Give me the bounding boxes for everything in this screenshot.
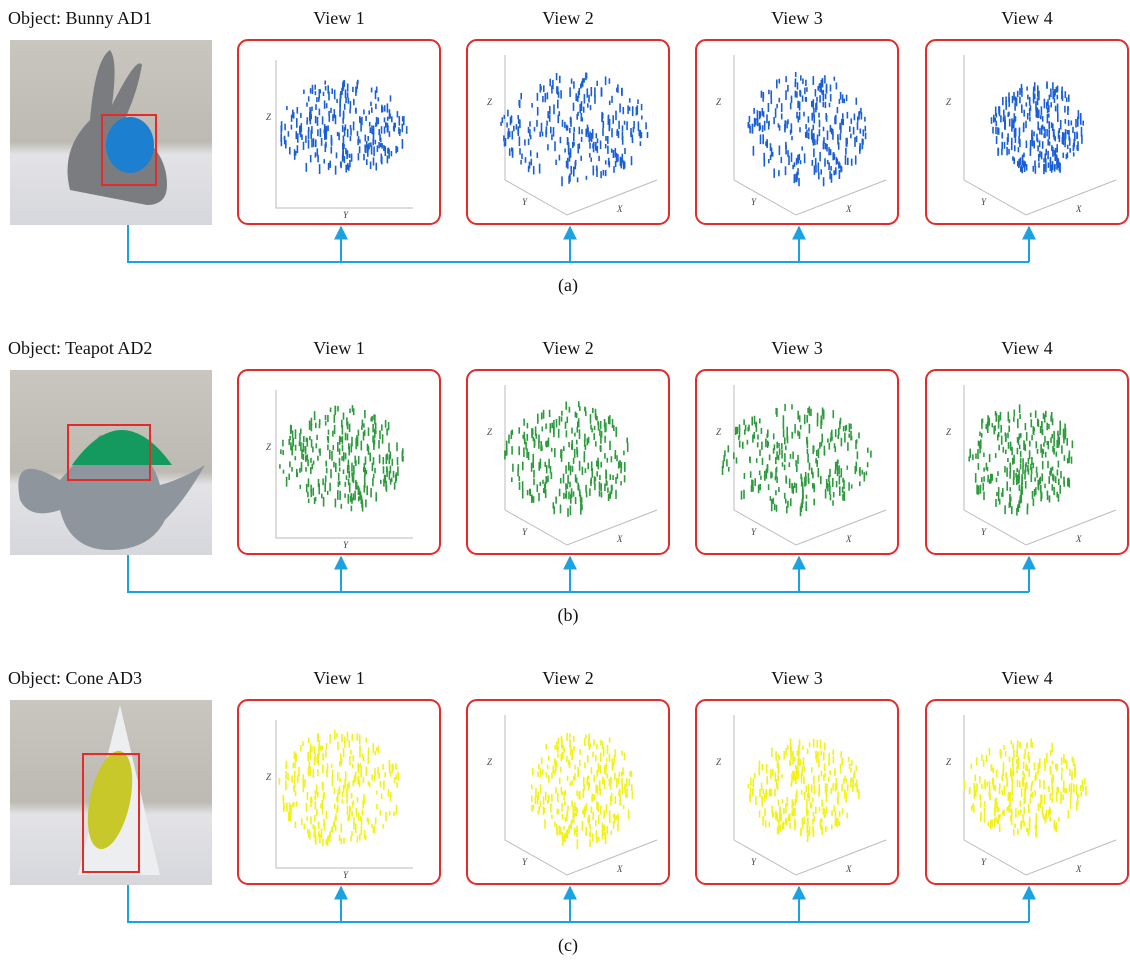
point-cloud (280, 79, 408, 175)
axis-label: Z (266, 442, 272, 452)
axis-label: Y (343, 540, 349, 550)
axis-label: Z (946, 757, 952, 767)
point-cloud (500, 72, 649, 187)
axis (733, 715, 887, 876)
segment (87, 750, 133, 850)
view-label: View 4 (1001, 668, 1052, 688)
view-label: View 2 (542, 8, 593, 28)
view-box (695, 369, 899, 555)
axis-label: Y (751, 857, 757, 867)
axis-label: Y (343, 210, 349, 220)
view-label: View 2 (542, 338, 593, 358)
connector-line (127, 555, 1029, 593)
point-cloud (747, 738, 860, 842)
connector-line (127, 225, 1029, 263)
caption: (c) (558, 935, 578, 956)
view-label: View 3 (771, 338, 822, 358)
view-label: View 2 (542, 668, 593, 688)
axis (504, 385, 658, 546)
axis-label: X (845, 534, 852, 544)
axis-label: Z (716, 97, 722, 107)
axis (275, 720, 413, 869)
point-cloud (990, 81, 1084, 175)
object-label: Object: Cone AD3 (8, 668, 142, 688)
view-label: View 1 (313, 668, 364, 688)
axis (504, 715, 658, 876)
axis-label: Y (522, 857, 528, 867)
axis (733, 385, 887, 546)
axis-label: Z (487, 427, 493, 437)
point-cloud (530, 732, 634, 850)
axis-label: Y (981, 857, 987, 867)
figure-row: Object: Teapot AD2 View 1 Z Y View 2 Z Y X View … (8, 338, 1129, 626)
axis-label: X (845, 864, 852, 874)
axis (963, 55, 1117, 216)
point-cloud (504, 401, 629, 517)
roi-box (82, 753, 140, 873)
connector-line (127, 885, 1029, 923)
view-label: View 1 (313, 338, 364, 358)
axis-label: Z (716, 427, 722, 437)
axis-label: Y (522, 197, 528, 207)
caption: (a) (558, 275, 578, 296)
axis-label: Z (487, 757, 493, 767)
point-cloud (721, 403, 872, 517)
point-cloud (968, 404, 1074, 516)
axis-label: X (616, 864, 623, 874)
axis-label: Z (946, 97, 952, 107)
view-box (237, 39, 441, 225)
axis (275, 60, 413, 209)
segment (72, 430, 172, 465)
axis-label: Z (946, 427, 952, 437)
caption: (b) (558, 605, 579, 626)
axis (733, 55, 887, 216)
axis-label: X (1075, 534, 1082, 544)
figure-row: Object: Cone AD3 View 1 Z Y View 2 Z Y X View 3 Z… (8, 668, 1129, 956)
object-label: Object: Teapot AD2 (8, 338, 152, 358)
view-label: View 4 (1001, 8, 1052, 28)
axis-label: Y (343, 870, 349, 880)
axis-label: Y (751, 527, 757, 537)
figure-row: Object: Bunny AD1 View 1 Z Y View 2 Z Y X View 3… (8, 8, 1129, 296)
point-cloud (278, 729, 399, 847)
point-cloud (279, 405, 404, 512)
axis (963, 715, 1117, 876)
axis (275, 390, 413, 539)
view-box (925, 369, 1129, 555)
axis-label: Z (266, 772, 272, 782)
point-cloud (747, 72, 867, 187)
view-label: View 3 (771, 668, 822, 688)
view-label: View 3 (771, 8, 822, 28)
photo-object (18, 435, 205, 550)
axis-label: Y (522, 527, 528, 537)
view-box (466, 699, 670, 885)
point-cloud (963, 738, 1087, 838)
roi-box (101, 114, 157, 186)
axis-label: Y (981, 527, 987, 537)
view-label: View 4 (1001, 338, 1052, 358)
axis-label: Y (981, 197, 987, 207)
view-box (925, 39, 1129, 225)
axis-label: X (616, 204, 623, 214)
view-label: View 1 (313, 8, 364, 28)
view-box (925, 699, 1129, 885)
view-box (695, 39, 899, 225)
axis-label: Z (716, 757, 722, 767)
axis-label: Z (266, 112, 272, 122)
axis-label: X (616, 534, 623, 544)
axis (963, 385, 1117, 546)
axis-label: Y (751, 197, 757, 207)
axis-label: X (845, 204, 852, 214)
object-label: Object: Bunny AD1 (8, 8, 152, 28)
axis-label: X (1075, 204, 1082, 214)
axis-label: X (1075, 864, 1082, 874)
roi-box (67, 424, 151, 481)
segment (106, 117, 154, 173)
axis-label: Z (487, 97, 493, 107)
